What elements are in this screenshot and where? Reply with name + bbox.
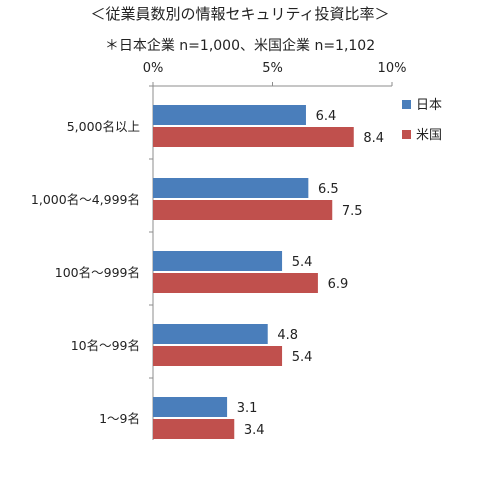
bar-japan (153, 105, 306, 125)
bar-usa (153, 346, 283, 366)
data-label: 7.5 (342, 204, 363, 219)
category-label: 10名～99名 (71, 338, 140, 353)
bar-usa (153, 419, 235, 439)
data-label: 6.5 (318, 182, 339, 197)
bar-japan (153, 324, 268, 344)
category-label: 1～9名 (99, 411, 140, 426)
legend-swatch-japan (402, 100, 411, 109)
bar-japan (153, 251, 283, 271)
bar-usa (153, 273, 318, 293)
data-label: 3.4 (244, 423, 265, 438)
plot-area: 0% 5% 10% 6.4 8.4 5,000名以上 6.57.5 1,000名～4,999名… (31, 61, 407, 440)
chart-subtitle: ＊日本企業 n=1,000、米国企業 n=1,102 (105, 37, 375, 54)
legend-label-usa: 米国 (416, 128, 442, 143)
data-label: 6.4 (316, 109, 337, 124)
legend-swatch-usa (402, 130, 411, 139)
category-label: 5,000名以上 (67, 119, 140, 134)
category-label: 1,000名～4,999名 (31, 192, 140, 207)
legend-label-japan: 日本 (416, 98, 442, 113)
data-label: 5.4 (292, 255, 313, 270)
x-tick-label: 10% (378, 61, 407, 76)
bar-japan (153, 178, 309, 198)
category-label: 100名～999名 (55, 265, 140, 280)
data-label: 5.4 (292, 350, 313, 365)
bar-usa (153, 200, 333, 220)
bar-japan (153, 397, 228, 417)
data-label: 8.4 (363, 131, 384, 146)
data-label: 3.1 (237, 401, 258, 416)
bar-usa (153, 127, 354, 147)
x-tick-label: 0% (143, 61, 164, 76)
data-label: 6.9 (328, 277, 349, 292)
chart-title: ＜従業員数別の情報セキュリティ投資比率＞ (90, 5, 389, 23)
x-tick-label: 5% (262, 61, 283, 76)
data-label: 4.8 (277, 328, 298, 343)
